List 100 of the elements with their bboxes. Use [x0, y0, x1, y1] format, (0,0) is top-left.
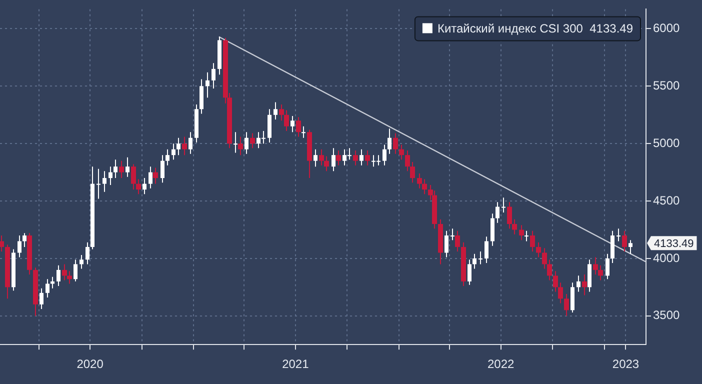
candlestick — [206, 72, 210, 98]
candlestick — [268, 108, 272, 143]
candlestick — [553, 270, 558, 292]
candlestick — [405, 150, 410, 172]
candlestick — [360, 148, 364, 166]
candlestick — [18, 234, 22, 258]
candlestick — [0, 234, 4, 252]
candlestick — [468, 259, 472, 286]
candlestick — [519, 224, 524, 241]
candlestick — [478, 251, 482, 265]
candlestick — [524, 230, 528, 242]
candlestick — [86, 242, 90, 265]
candlestick — [558, 282, 563, 304]
candlestick — [176, 137, 180, 156]
candlestick — [444, 230, 448, 258]
candlestick — [96, 168, 100, 200]
candlestick — [284, 110, 289, 132]
candlestick — [628, 240, 632, 254]
candlestick — [114, 159, 118, 179]
candlestick — [296, 116, 301, 138]
candlestick — [582, 274, 587, 296]
candlestick — [290, 116, 294, 133]
y-tick-label: 5000 — [653, 136, 680, 150]
candlestick — [496, 202, 500, 224]
candlestick — [588, 259, 592, 292]
candlestick — [126, 156, 130, 178]
candlestick — [319, 148, 324, 166]
candlestick — [200, 78, 204, 114]
candlestick — [153, 167, 158, 184]
candlestick — [142, 178, 146, 195]
candlestick — [512, 218, 517, 235]
candlestick — [616, 228, 620, 242]
candlestick — [598, 264, 603, 281]
candlestick — [212, 62, 216, 89]
legend-label: Китайский индекс CSI 300 4133.49 — [437, 22, 634, 36]
candlestick — [382, 144, 386, 166]
candlestick — [182, 136, 187, 156]
candlestick — [74, 259, 78, 282]
candlestick — [353, 150, 358, 166]
candlestick — [472, 253, 476, 270]
candlestick — [393, 132, 398, 154]
candlestick — [244, 132, 248, 154]
y-tick-label: 3500 — [653, 308, 680, 322]
candlestick — [388, 128, 392, 154]
candlestick — [593, 256, 598, 276]
x-tick-label: 2023 — [612, 357, 640, 372]
candlestick — [490, 213, 494, 246]
candlestick — [336, 150, 341, 166]
candlestick — [570, 282, 574, 313]
candlestick — [67, 270, 72, 284]
x-tick-label: 2021 — [282, 357, 310, 372]
candlestick — [422, 178, 427, 195]
candlestick — [542, 248, 547, 270]
candlestick — [172, 143, 176, 160]
candlestick — [410, 161, 415, 184]
y-tick-label: 4000 — [653, 250, 680, 265]
candlestick — [332, 148, 336, 172]
candlestick — [484, 236, 488, 264]
candlestick — [238, 136, 243, 156]
candlestick — [102, 170, 106, 192]
candlestick — [365, 150, 370, 166]
candlestick — [62, 264, 67, 281]
candlestick — [536, 242, 541, 258]
candlestick — [131, 164, 136, 190]
candlestick — [234, 132, 238, 154]
candlestick — [507, 202, 512, 230]
candlestick — [564, 294, 569, 316]
y-tick-label: 5500 — [653, 78, 680, 92]
candlestick — [606, 253, 610, 280]
candlestick — [610, 230, 614, 264]
candlestick — [250, 132, 255, 149]
candlestick — [455, 230, 460, 252]
candlestick — [46, 278, 50, 298]
candlestick — [148, 166, 152, 189]
candlestick — [547, 259, 552, 281]
candlestick — [274, 102, 278, 120]
candlestick — [622, 230, 627, 252]
candlestick — [136, 178, 141, 195]
candlestick — [80, 254, 84, 270]
candlestick — [40, 288, 44, 310]
candlestick — [417, 172, 422, 189]
x-tick-label: 2022 — [487, 357, 514, 372]
candlestick — [108, 166, 112, 186]
candlestick — [166, 148, 170, 166]
y-tick-label: 6000 — [653, 21, 680, 36]
y-tick-label: 4500 — [653, 193, 680, 208]
candlestick — [160, 154, 164, 184]
candlestick — [279, 104, 284, 122]
candlestick — [502, 197, 506, 214]
x-tick-label: 2020 — [76, 357, 104, 372]
candlestick — [56, 264, 60, 287]
candlestick — [576, 275, 580, 292]
candlestick — [188, 132, 192, 154]
candlestick — [119, 160, 124, 179]
candlestick — [450, 228, 454, 241]
text: 4133.49 — [654, 238, 694, 250]
candlestick — [399, 144, 404, 160]
candlestick — [314, 148, 318, 168]
candlestick — [324, 156, 329, 172]
candlestick — [22, 232, 26, 248]
